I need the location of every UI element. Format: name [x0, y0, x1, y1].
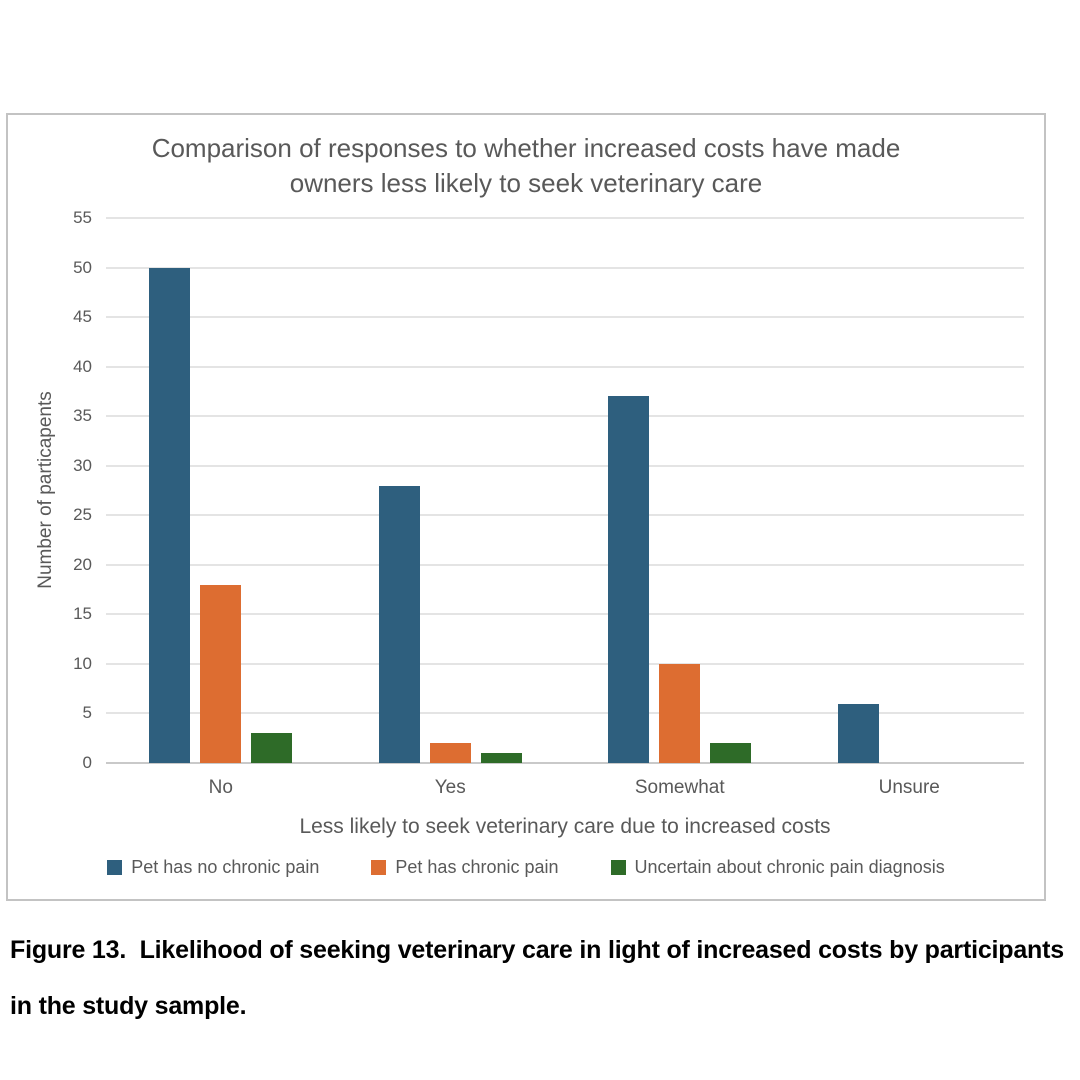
chart-frame: Comparison of responses to whether incre…	[6, 113, 1046, 901]
gridline	[106, 464, 1024, 467]
bar	[659, 663, 701, 763]
y-tick-label: 10	[73, 653, 92, 673]
legend-swatch	[371, 860, 387, 875]
gridline	[106, 217, 1024, 219]
legend-swatch	[610, 860, 626, 875]
gridline	[106, 613, 1024, 616]
chart-title: Comparison of responses to whether incre…	[151, 133, 901, 198]
gridline	[106, 316, 1024, 319]
y-axis-label: Number of particapents	[35, 391, 56, 589]
legend-label: Pet has chronic pain	[395, 857, 559, 877]
y-tick-label: 5	[82, 703, 92, 723]
x-category-label: Unsure	[878, 777, 940, 798]
y-tick-label: 25	[73, 505, 92, 525]
y-tick-label: 0	[82, 753, 92, 772]
y-tick-label: 35	[73, 406, 92, 426]
bar	[429, 743, 471, 763]
gridline	[106, 662, 1024, 665]
bar	[837, 703, 879, 763]
x-category-label: Somewhat	[634, 777, 725, 798]
bar	[480, 753, 522, 763]
gridline	[106, 514, 1024, 517]
legend-item: Pet has no chronic pain	[107, 857, 319, 878]
y-tick-label: 55	[73, 208, 92, 227]
gridline	[106, 712, 1024, 715]
legend: Pet has no chronic pain Pet has chronic p…	[8, 857, 1044, 878]
bar	[710, 743, 752, 763]
figure-caption-text: Likelihood of seeking veterinary care in…	[10, 936, 1064, 1020]
x-category-label: No	[208, 777, 233, 798]
gridline	[106, 266, 1024, 269]
legend-label: Uncertain about chronic pain diagnosis	[634, 857, 945, 877]
y-tick-label: 15	[73, 604, 92, 624]
bar	[608, 396, 650, 763]
plot-area: 0 5 10 15 20 25 30 35 40 45 50 55 No Yes Somewhat Unsur…	[73, 208, 1024, 798]
gridline	[106, 762, 1024, 764]
y-tick-label: 30	[73, 455, 92, 475]
bar	[200, 584, 242, 763]
gridline	[106, 365, 1024, 368]
x-category-label: Yes	[434, 777, 466, 798]
y-tick-label: 50	[73, 257, 92, 277]
y-tick-label: 45	[73, 307, 92, 327]
y-tick-label: 20	[73, 554, 92, 574]
bar	[378, 485, 420, 763]
legend-label: Pet has no chronic pain	[131, 857, 320, 877]
legend-item: Uncertain about chronic pain diagnosis	[610, 857, 945, 878]
gridline	[106, 563, 1024, 566]
legend-swatch	[107, 860, 123, 875]
x-axis-label: Less likely to seek veterinary care due …	[299, 815, 831, 838]
bar	[251, 733, 293, 763]
legend-item: Pet has chronic pain	[371, 857, 559, 878]
figure-caption-label: Figure 13.	[10, 936, 127, 964]
y-tick-label: 40	[73, 356, 92, 376]
bar	[149, 267, 191, 763]
figure-caption: Figure 13. Likelihood of seeking veterin…	[10, 922, 1072, 1034]
gridline	[106, 415, 1024, 418]
